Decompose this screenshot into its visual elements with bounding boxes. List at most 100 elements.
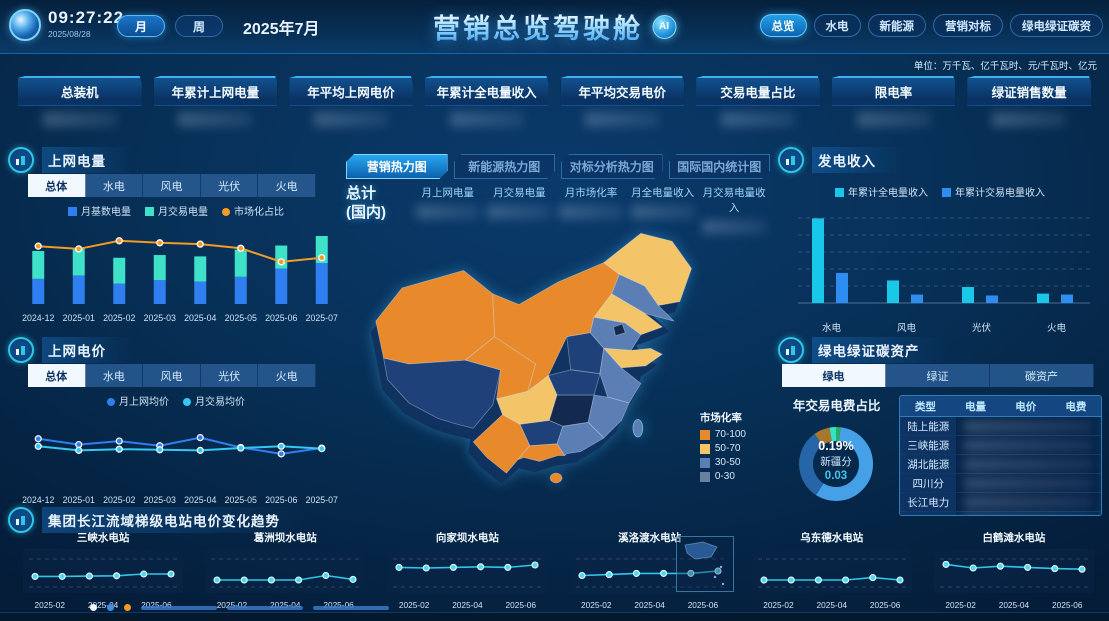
ai-assistant-button[interactable]: AI — [652, 14, 676, 39]
nav-tab-new-energy[interactable]: 新能源 — [867, 14, 926, 37]
nav-tab-benchmark[interactable]: 营销对标 — [933, 14, 1003, 37]
units-note: 单位：万千瓦、亿千瓦时、元/千瓦时、亿元 — [913, 61, 1097, 72]
table-row[interactable]: 新疆分 — [900, 512, 1101, 515]
legend-swatch-rate — [222, 208, 230, 216]
tab-hydro[interactable]: 水电 — [85, 174, 144, 197]
pager-dot[interactable] — [107, 604, 114, 611]
metric-value-blurred — [630, 205, 695, 219]
trade-fee-donut — [799, 427, 873, 501]
legend-swatch-trade — [942, 188, 951, 197]
tab-green-power[interactable]: 绿电 — [782, 364, 886, 387]
tab-solar[interactable]: 光伏 — [200, 174, 259, 197]
panel-cascade-price-trend: 集团长江流域梯级电站电价变化趋势 — [8, 506, 1102, 612]
tab-solar[interactable]: 光伏 — [200, 364, 259, 387]
domestic-total-summary: 总计 (国内) 月上网电量 月交易电量 月市场化率 月全电量收入 月交易电量收入 — [346, 185, 770, 234]
kpi-value-blurred — [856, 112, 931, 127]
kpi-value-blurred — [42, 112, 117, 127]
clock-time: 09:27:22 — [48, 8, 125, 27]
pager-dot[interactable] — [124, 604, 131, 611]
panel-title: 发电收入 — [812, 147, 902, 173]
metric-market-rate: 月市场化率 — [555, 185, 627, 234]
metric-value-blurred — [558, 205, 623, 219]
chart-panel-icon — [778, 337, 804, 363]
panel-title: 上网电量 — [42, 147, 132, 173]
metric-value-blurred — [702, 220, 767, 234]
kpi-avg-trade-price: 年平均交易电价 — [561, 76, 685, 127]
tab-wind[interactable]: 风电 — [143, 364, 201, 387]
grid-energy-x-axis: 2024-12 2025-01 2025-02 2025-03 2025-04 2025-… — [22, 313, 338, 323]
page-title: 营销总览驾驶舱 — [433, 7, 643, 46]
table-row[interactable]: 三峡能源 — [900, 436, 1101, 455]
kpi-curtailment-rate: 限电率 — [832, 76, 956, 127]
tab-benchmark-heatmap[interactable]: 对标分析热力图 — [561, 154, 663, 179]
tab-thermal[interactable]: 火电 — [258, 364, 316, 387]
tab-carbon-asset[interactable]: 碳资产 — [990, 364, 1094, 387]
tab-new-energy-heatmap[interactable]: 新能源热力图 — [454, 154, 556, 179]
row-values-blurred — [964, 458, 1093, 470]
heatmap-tabs: 营销热力图 新能源热力图 对标分析热力图 国际国内统计图 — [346, 154, 770, 179]
table-row[interactable]: 湖北能源 — [900, 455, 1101, 474]
mini-chart-wudongde: 乌东德水电站 2025-02 2025-04 2025-06 — [741, 530, 923, 610]
donut-center-label: 0.19% 新疆分 0.03 — [818, 439, 854, 482]
clock: 09:27:22 2025/08/28 — [48, 8, 124, 39]
nav-tab-green-cert[interactable]: 绿电绿证碳资 — [1010, 14, 1103, 37]
pager-dot[interactable] — [90, 604, 97, 611]
legend-swatch-base — [68, 207, 77, 216]
current-period-label: 2025年7月 — [243, 21, 320, 38]
map-legend: 市场化率 70-100 50-70 30-50 0-30 — [699, 412, 746, 482]
week-toggle-button[interactable]: 周 — [175, 15, 223, 37]
kpi-green-cert-sales: 绿证销售数量 — [967, 76, 1091, 127]
legend-swatch — [699, 443, 710, 454]
grid-energy-legend: 月基数电量 月交易电量 市场化占比 — [8, 203, 344, 218]
income-chart — [798, 217, 1090, 304]
row-values-blurred — [964, 477, 1093, 489]
legend-swatch — [699, 429, 710, 440]
legend-swatch-grid-avg — [107, 398, 115, 406]
tab-wind[interactable]: 风电 — [143, 174, 201, 197]
tab-total[interactable]: 总体 — [28, 174, 86, 197]
panel-green-assets: 绿电绿证碳资产 绿电 绿证 碳资产 年交易电费占比 0.19% 新疆分 0.03… — [778, 336, 1102, 516]
panel-title: 集团长江流域梯级电站电价变化趋势 — [42, 507, 306, 533]
metric-trade-revenue: 月交易电量收入 — [698, 185, 770, 234]
legend-swatch-trade — [145, 207, 154, 216]
panel-title: 绿电绿证碳资产 — [812, 337, 946, 363]
table-row[interactable]: 四川分 — [900, 474, 1101, 493]
tab-green-cert[interactable]: 绿证 — [886, 364, 990, 387]
pager-bar[interactable] — [313, 605, 389, 610]
income-legend: 年累计全电量收入 年累计交易电量收入 — [778, 184, 1102, 199]
tab-hydro[interactable]: 水电 — [85, 364, 144, 387]
south-china-sea-inset — [676, 536, 734, 592]
tab-total[interactable]: 总体 — [28, 364, 86, 387]
chart-panel-icon — [8, 147, 34, 173]
table-row[interactable]: 陆上能源 — [900, 417, 1101, 436]
footer-bar — [0, 612, 1109, 621]
pager-bar[interactable] — [227, 605, 303, 610]
tab-marketing-heatmap[interactable]: 营销热力图 — [346, 154, 448, 179]
mini-chart-xiluodu: 溪洛渡水电站 2025-02 2025-04 2025-06 — [559, 530, 741, 610]
mini-chart-xiangjiaba: 向家坝水电站 2025-02 2025-04 2025-06 — [376, 530, 558, 610]
kpi-value-blurred — [449, 112, 524, 127]
month-toggle-button[interactable]: 月 — [117, 15, 165, 37]
metric-total-revenue: 月全电量收入 — [627, 185, 699, 234]
chart-panel-icon — [8, 507, 34, 533]
metric-trade-energy: 月交易电量 — [484, 185, 556, 234]
metric-value-blurred — [487, 205, 552, 219]
metric-value-blurred — [415, 205, 480, 219]
total-label: 总计 (国内) — [346, 185, 386, 221]
center-heatmap-section: 营销热力图 新能源热力图 对标分析热力图 国际国内统计图 总计 (国内) 月上网电… — [346, 154, 770, 592]
table-body: 陆上能源 三峡能源 湖北能源 四川分 长江电力 新疆分 — [900, 417, 1101, 515]
green-asset-tabs: 绿电 绿证 碳资产 — [782, 364, 1094, 387]
nav-tab-hydro[interactable]: 水电 — [813, 14, 861, 37]
tab-thermal[interactable]: 火电 — [258, 174, 316, 197]
kpi-value-blurred — [720, 112, 795, 127]
tab-intl-domestic-stats[interactable]: 国际国内统计图 — [669, 154, 771, 179]
clock-date: 2025/08/28 — [48, 29, 91, 39]
pager-bar[interactable] — [141, 605, 217, 610]
panel-generation-income: 发电收入 年累计全电量收入 年累计交易电量收入 水电 风电 光伏 火电 — [778, 146, 1102, 334]
china-market-map[interactable]: 市场化率 70-100 50-70 30-50 0-30 — [346, 212, 770, 592]
kpi-ytd-revenue: 年累计全电量收入 — [425, 76, 549, 127]
trade-fee-donut-block: 年交易电费占比 0.19% 新疆分 0.03 — [778, 395, 895, 516]
nav-tab-overview[interactable]: 总览 — [759, 14, 807, 37]
table-row[interactable]: 长江电力 — [900, 493, 1101, 512]
